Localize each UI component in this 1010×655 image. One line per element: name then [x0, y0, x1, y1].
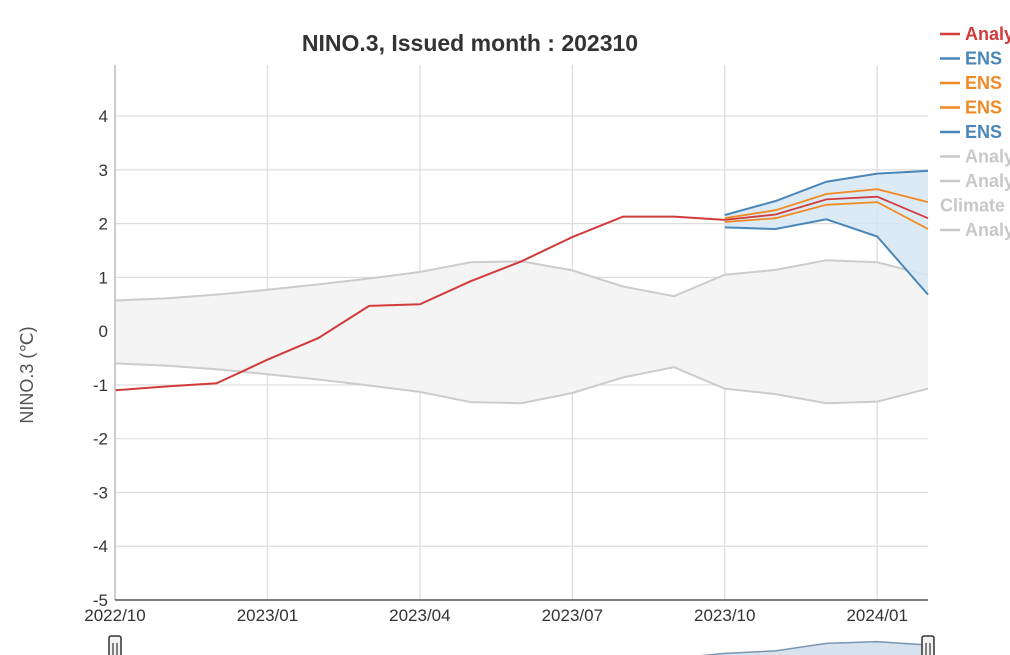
- y-tick-0: 0: [99, 322, 108, 341]
- x-tick-2023-07: 2023/07: [542, 606, 603, 625]
- navigator-handle-right-body: [921, 635, 935, 655]
- legend[interactable]: Analy ENS ENS ENS ENS Analy Analy Climate Analy: [940, 24, 1010, 240]
- y-tick--2: -2: [93, 430, 108, 449]
- legend-item-3[interactable]: ENS: [940, 98, 1002, 118]
- x-tick-2022-10: 2022/10: [84, 606, 145, 625]
- legend-item-1[interactable]: ENS: [940, 49, 1002, 69]
- legend-label-1: ENS: [965, 49, 1002, 69]
- y-tick-labels: -5 -4 -3 -2 -1 0 1 2 3 4: [93, 107, 108, 610]
- legend-label-3: ENS: [965, 98, 1002, 118]
- series-lines: [114, 188, 929, 392]
- legend-label-6: Analy: [965, 171, 1010, 191]
- y-tick--5: -5: [93, 591, 108, 610]
- x-tick-2023-01: 2023/01: [237, 606, 298, 625]
- legend-item-7[interactable]: Climate: [940, 196, 1005, 216]
- x-tick-2024-01: 2024/01: [846, 606, 907, 625]
- y-tick-3: 3: [99, 161, 108, 180]
- x-tick-2023-04: 2023/04: [389, 606, 450, 625]
- ens-spread-upper-line: [724, 169, 929, 216]
- navigator-handle-left[interactable]: [108, 635, 122, 655]
- navigator-series: [700, 640, 929, 655]
- y-tick-4: 4: [99, 107, 108, 126]
- navigator-handle-right[interactable]: [921, 635, 935, 655]
- legend-label-8: Analy: [965, 220, 1010, 240]
- legend-item-2[interactable]: ENS: [940, 73, 1002, 93]
- x-tick-labels: 2022/10 2023/01 2023/04 2023/07 2023/10 2024/…: [84, 606, 908, 625]
- navigator-handle-left-body: [108, 635, 122, 655]
- y-tick--3: -3: [93, 483, 108, 502]
- navigator[interactable]: [108, 635, 935, 655]
- climate-lower-line: [114, 362, 929, 405]
- y-tick-1: 1: [99, 268, 108, 287]
- y-tick-2: 2: [99, 215, 108, 234]
- y-tick--1: -1: [93, 376, 108, 395]
- legend-label-4: ENS: [965, 122, 1002, 142]
- x-tick-2023-10: 2023/10: [694, 606, 755, 625]
- legend-item-8[interactable]: Analy: [940, 220, 1010, 240]
- series-analysis: [114, 215, 725, 392]
- legend-item-5[interactable]: Analy: [940, 147, 1010, 167]
- legend-label-2: ENS: [965, 73, 1002, 93]
- ens-spread-lower-line: [724, 218, 929, 296]
- legend-item-4[interactable]: ENS: [940, 122, 1002, 142]
- legend-item-0[interactable]: Analy: [940, 24, 1010, 44]
- y-tick--4: -4: [93, 537, 108, 556]
- legend-label-7: Climate: [940, 196, 1005, 216]
- chart-title: NINO.3, Issued month : 202310: [302, 30, 638, 56]
- climate-band-area: [115, 260, 928, 404]
- legend-label-0: Analy: [965, 24, 1010, 44]
- series-ens-lower: [724, 201, 929, 230]
- y-axis-label: NINO.3 (℃): [17, 326, 37, 423]
- series-ens-mean: [724, 195, 929, 221]
- legend-label-5: Analy: [965, 147, 1010, 167]
- legend-item-6[interactable]: Analy: [940, 171, 1010, 191]
- series-ens-upper: [724, 188, 929, 220]
